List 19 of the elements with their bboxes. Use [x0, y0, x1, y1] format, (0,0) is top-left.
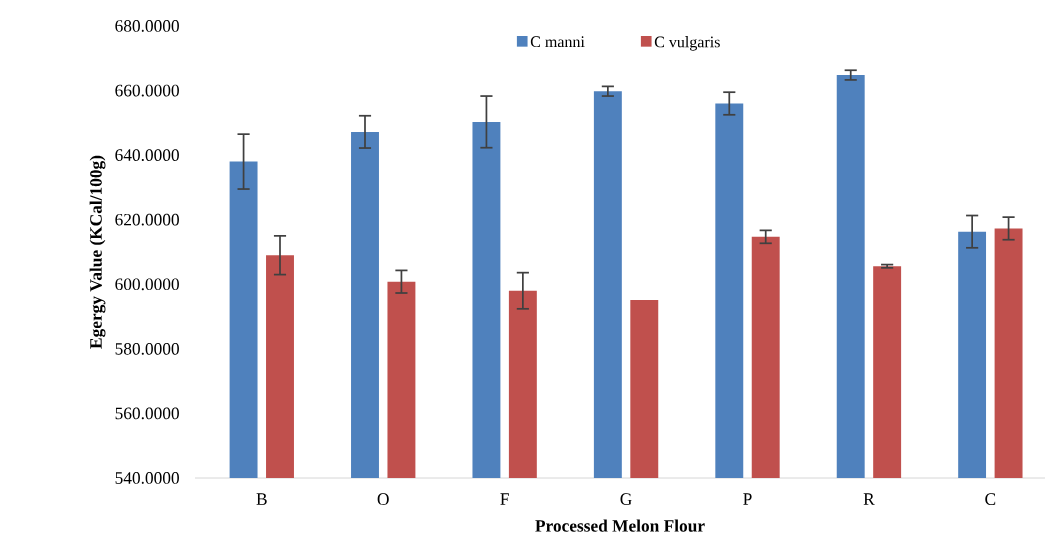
x-tick-label: F	[500, 493, 509, 505]
legend-label: C manni	[530, 36, 585, 48]
y-tick-label: 540.0000	[115, 472, 179, 484]
x-tick-label: P	[743, 493, 752, 505]
y-tick-label: 560.0000	[115, 407, 179, 420]
y-tick-label: 580.0000	[115, 342, 179, 355]
x-tick-label: B	[256, 493, 267, 505]
y-tick-label: 680.0000	[115, 20, 179, 32]
y-tick-label: 660.0000	[115, 84, 179, 97]
y-axis-title: Egergy Value (KCal/100g)	[89, 155, 106, 349]
x-tick-label: R	[863, 493, 875, 505]
y-tick-label: 600.0000	[115, 278, 179, 291]
y-tick-label: 620.0000	[115, 213, 179, 226]
legend-label: C vulgaris	[654, 36, 720, 51]
x-tick-label: C	[985, 493, 996, 506]
x-tick-label: O	[377, 493, 389, 506]
x-axis-title: Processed Melon Flour	[535, 519, 705, 532]
x-tick-label: G	[620, 493, 632, 506]
y-tick-label: 640.0000	[115, 149, 179, 162]
